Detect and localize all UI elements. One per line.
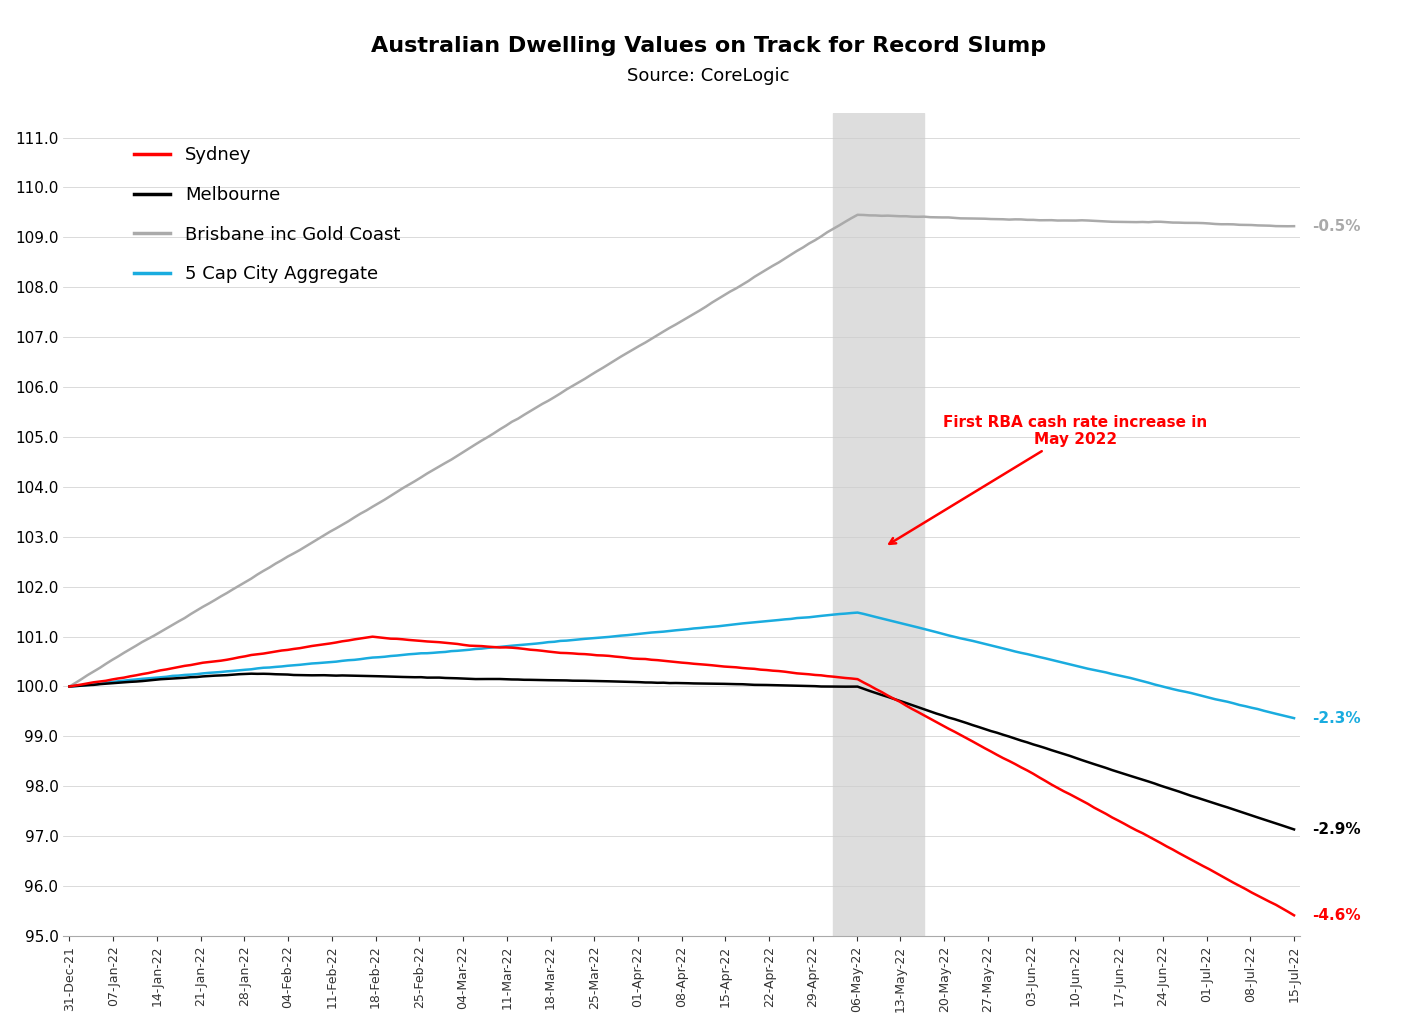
Text: Australian Dwelling Values on Track for Record Slump: Australian Dwelling Values on Track for … [371,36,1046,55]
Legend: Sydney, Melbourne, Brisbane inc Gold Coast, 5 Cap City Aggregate: Sydney, Melbourne, Brisbane inc Gold Coa… [135,146,400,283]
Text: Source: CoreLogic: Source: CoreLogic [628,67,789,85]
Text: First RBA cash rate increase in
May 2022: First RBA cash rate increase in May 2022 [890,415,1207,544]
Bar [833,113,924,936]
Text: -4.6%: -4.6% [1312,908,1360,923]
Text: -2.3%: -2.3% [1312,711,1360,726]
Text: -2.9%: -2.9% [1312,822,1360,837]
Text: -0.5%: -0.5% [1312,219,1360,234]
